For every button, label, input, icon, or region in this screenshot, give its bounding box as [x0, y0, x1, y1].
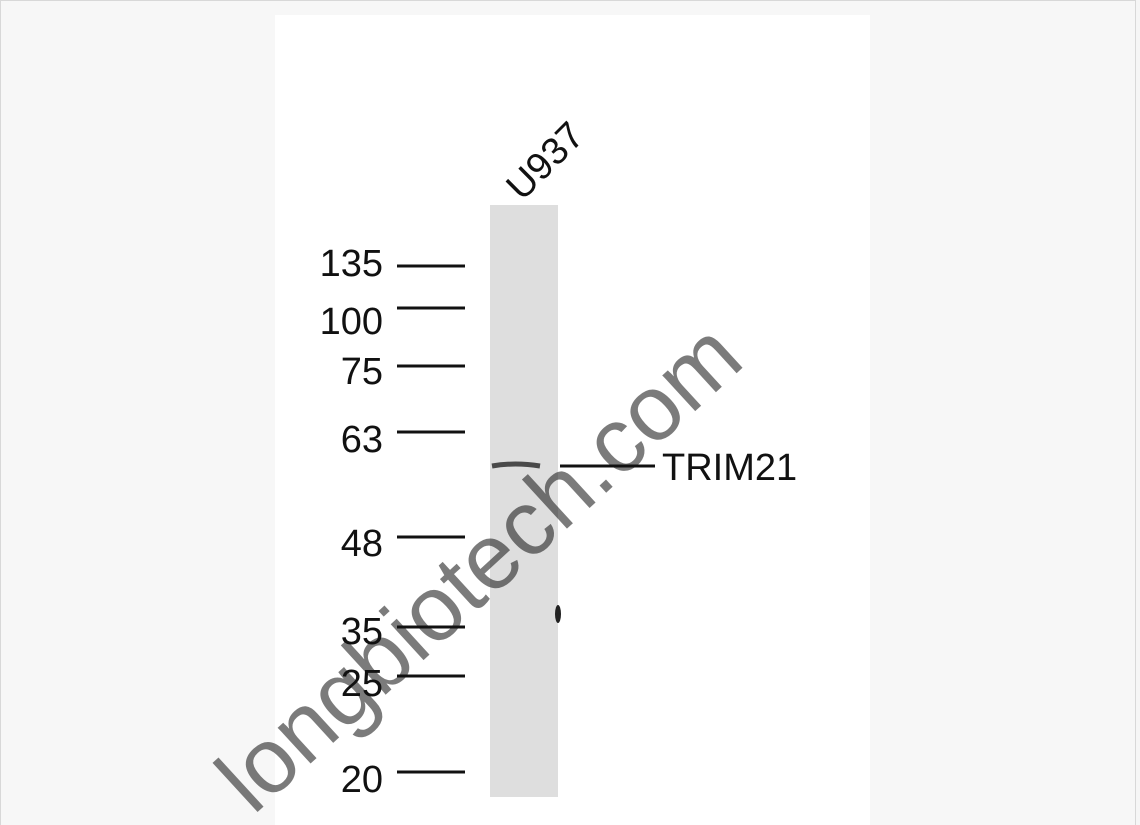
marker-label: 48: [341, 523, 383, 565]
marker-label: 20: [341, 759, 383, 801]
marker-label: 100: [320, 301, 383, 343]
page: {"lane_label": "U937", "markers": ["135"…: [0, 0, 1140, 825]
marker-label: 75: [341, 351, 383, 393]
blot-figure: TRIM21 U937 135100756348352520 longbiote…: [0, 0, 1140, 825]
artifact-spot: [555, 605, 561, 623]
page-body: TRIM21 U937 135100756348352520 longbiote…: [0, 0, 1140, 825]
band-label: TRIM21: [662, 447, 797, 489]
marker-label: 63: [341, 419, 383, 461]
marker-label: 135: [320, 243, 383, 285]
